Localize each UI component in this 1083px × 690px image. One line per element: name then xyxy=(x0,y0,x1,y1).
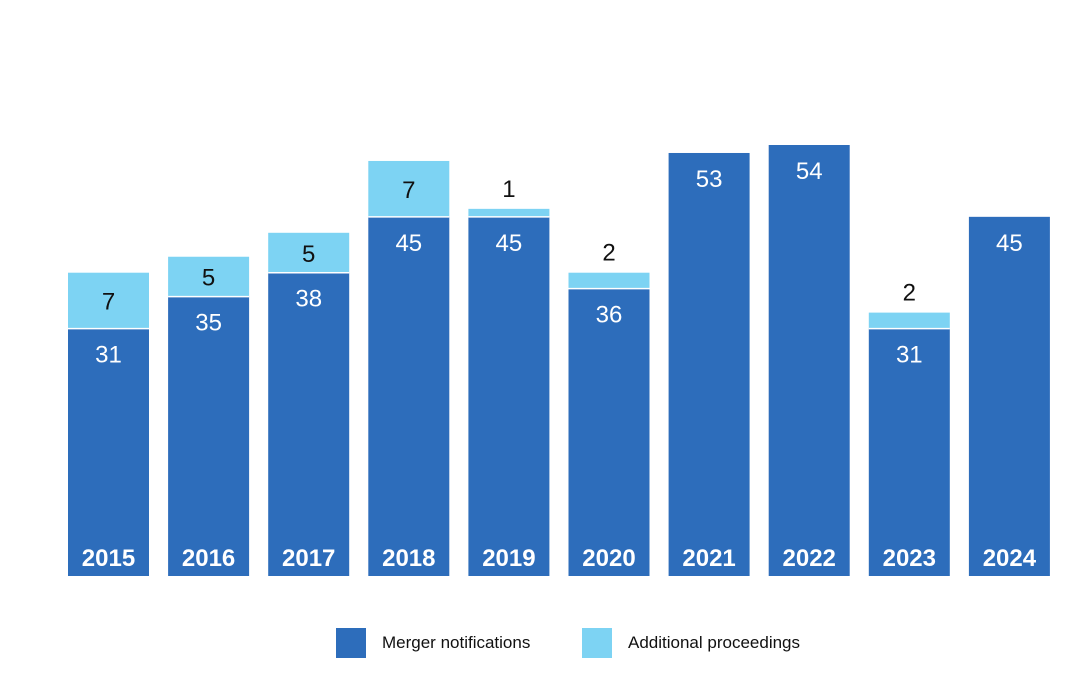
category-label-2023: 2023 xyxy=(883,545,936,572)
value-label-merger-notifications-2022: 54 xyxy=(796,158,823,185)
category-label-2015: 2015 xyxy=(82,545,135,572)
bar-additional-proceedings-2016 xyxy=(168,256,250,297)
bar-additional-proceedings-2017 xyxy=(268,232,350,273)
bar-additional-proceedings-2023 xyxy=(868,312,950,329)
legend-swatch-additional-proceedings xyxy=(582,628,612,658)
bar-merger-notifications-2021 xyxy=(668,152,750,576)
bar-additional-proceedings-2020 xyxy=(568,272,650,289)
value-label-merger-notifications-2015: 31 xyxy=(95,342,122,369)
value-label-merger-notifications-2024: 45 xyxy=(996,230,1023,257)
category-label-2019: 2019 xyxy=(482,545,535,572)
bar-merger-notifications-2020 xyxy=(568,288,650,576)
category-label-2020: 2020 xyxy=(582,545,635,572)
value-label-additional-proceedings-2018: 7 xyxy=(402,177,415,204)
legend-swatch-merger-notifications xyxy=(336,628,366,658)
value-label-additional-proceedings-2017: 5 xyxy=(302,241,315,268)
legend-item-merger-notifications: Merger notifications xyxy=(336,627,530,659)
value-label-additional-proceedings-2015: 7 xyxy=(102,289,115,316)
value-label-additional-proceedings-2019: 1 xyxy=(502,176,515,203)
bar-additional-proceedings-2018 xyxy=(368,160,450,217)
bar-additional-proceedings-2015 xyxy=(68,272,149,329)
value-label-additional-proceedings-2023: 2 xyxy=(903,280,916,307)
bar-merger-notifications-2016 xyxy=(168,296,250,576)
value-label-merger-notifications-2021: 53 xyxy=(696,166,723,193)
bar-merger-notifications-2024 xyxy=(968,216,1050,577)
value-label-additional-proceedings-2016: 5 xyxy=(202,265,215,292)
bar-merger-notifications-2022 xyxy=(768,145,850,576)
bar-merger-notifications-2023 xyxy=(868,328,950,576)
bar-merger-notifications-2015 xyxy=(68,328,149,576)
value-label-merger-notifications-2020: 36 xyxy=(596,302,623,329)
category-label-2016: 2016 xyxy=(182,545,235,572)
bar-merger-notifications-2018 xyxy=(368,216,450,577)
bar-merger-notifications-2017 xyxy=(268,272,350,576)
legend-label-merger-notifications: Merger notifications xyxy=(382,633,531,652)
legend-item-additional-proceedings: Additional proceedings xyxy=(582,627,800,659)
stacked-bar-chart: 31 7 2015 35 5 2016 38 5 2017 45 7 2018 45 1 2019 36 2 20… xyxy=(68,145,1050,577)
value-label-additional-proceedings-2020: 2 xyxy=(602,240,615,267)
value-label-merger-notifications-2018: 45 xyxy=(395,230,422,257)
value-label-merger-notifications-2016: 35 xyxy=(195,310,222,337)
category-label-2024: 2024 xyxy=(983,545,1037,572)
bar-additional-proceedings-2019 xyxy=(468,208,550,217)
value-label-merger-notifications-2023: 31 xyxy=(896,342,923,369)
category-label-2018: 2018 xyxy=(382,545,435,572)
category-label-2017: 2017 xyxy=(282,545,335,572)
bar-merger-notifications-2019 xyxy=(468,216,550,577)
chart-legend: Merger notifications Additional proceedi… xyxy=(0,627,1083,659)
value-label-merger-notifications-2019: 45 xyxy=(496,230,523,257)
value-label-merger-notifications-2017: 38 xyxy=(295,286,322,313)
legend-label-additional-proceedings: Additional proceedings xyxy=(628,633,801,652)
category-label-2022: 2022 xyxy=(783,545,836,572)
category-label-2021: 2021 xyxy=(682,545,735,572)
